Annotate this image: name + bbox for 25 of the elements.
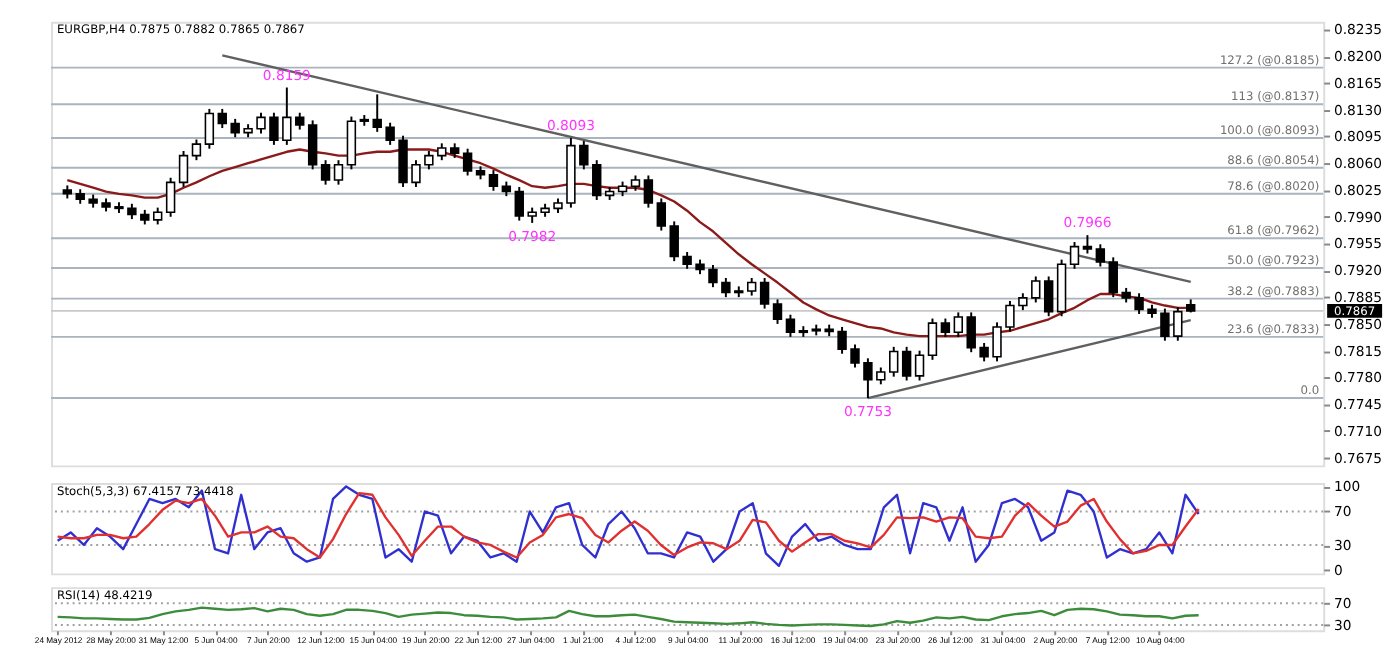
candlestick bbox=[307, 119, 318, 171]
candlestick bbox=[333, 159, 344, 186]
candlestick bbox=[901, 345, 912, 382]
candlestick bbox=[1082, 234, 1093, 255]
candlestick bbox=[488, 169, 499, 192]
candlestick bbox=[785, 313, 796, 338]
candlestick bbox=[191, 138, 202, 162]
candlestick bbox=[1043, 275, 1054, 318]
candlestick bbox=[462, 147, 473, 177]
candlestick bbox=[914, 349, 925, 382]
candlestick bbox=[772, 298, 783, 325]
candlestick bbox=[643, 174, 654, 209]
candlestick bbox=[165, 176, 176, 218]
candlestick bbox=[940, 317, 951, 338]
candlestick bbox=[1056, 258, 1067, 318]
candlestick bbox=[204, 107, 215, 150]
candlestick bbox=[320, 159, 331, 186]
line-series bbox=[56, 606, 1200, 628]
candlestick bbox=[656, 197, 667, 232]
candlestick bbox=[346, 115, 357, 171]
candlestick bbox=[927, 317, 938, 361]
candlestick bbox=[1069, 241, 1080, 270]
candlestick bbox=[1095, 243, 1106, 268]
candlestick bbox=[759, 277, 770, 310]
candlestick bbox=[178, 150, 189, 188]
